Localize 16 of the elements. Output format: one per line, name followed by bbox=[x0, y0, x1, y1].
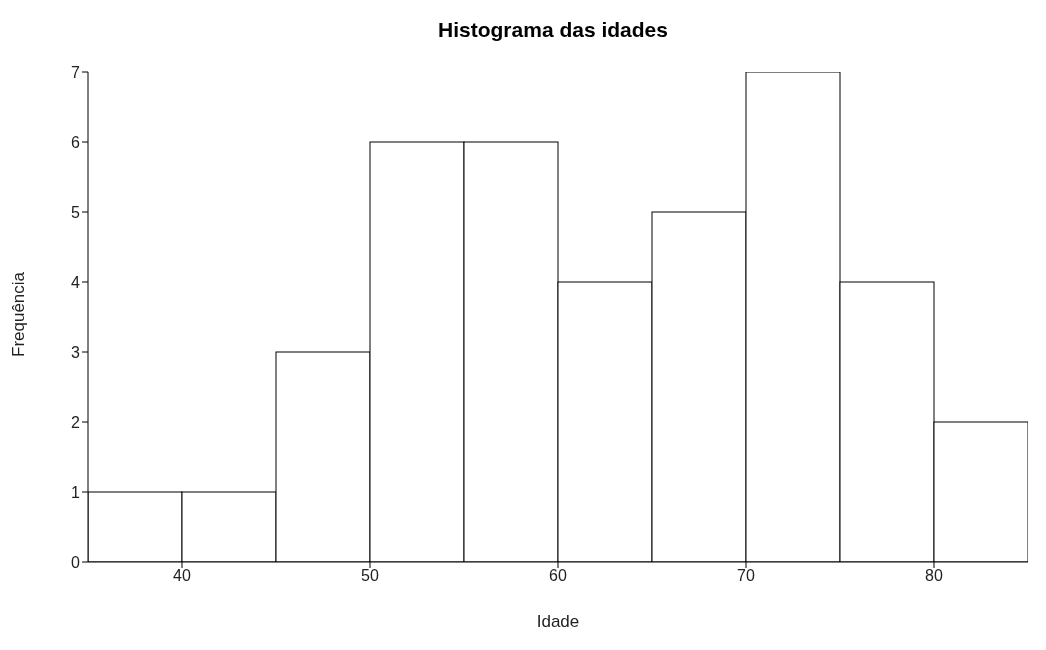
x-tick-label: 50 bbox=[361, 567, 379, 585]
x-tick-label: 60 bbox=[549, 567, 567, 585]
x-tick-label: 70 bbox=[737, 567, 755, 585]
y-tick-label: 1 bbox=[71, 483, 81, 501]
y-tick-label: 4 bbox=[71, 273, 81, 291]
y-tick-label: 2 bbox=[71, 413, 81, 431]
x-axis-title: Idade bbox=[536, 612, 580, 631]
y-tick-label: 3 bbox=[71, 343, 81, 361]
x-tick-label: 80 bbox=[925, 567, 943, 585]
y-tick-label: 7 bbox=[71, 63, 81, 81]
chart-title: Histograma das idades bbox=[437, 17, 669, 43]
y-tick-label: 5 bbox=[71, 203, 81, 221]
x-tick-label: 40 bbox=[173, 567, 191, 585]
y-tick-label: 6 bbox=[71, 133, 81, 151]
y-tick-label: 0 bbox=[71, 553, 81, 571]
y-axis-title: Frequência bbox=[9, 271, 29, 357]
